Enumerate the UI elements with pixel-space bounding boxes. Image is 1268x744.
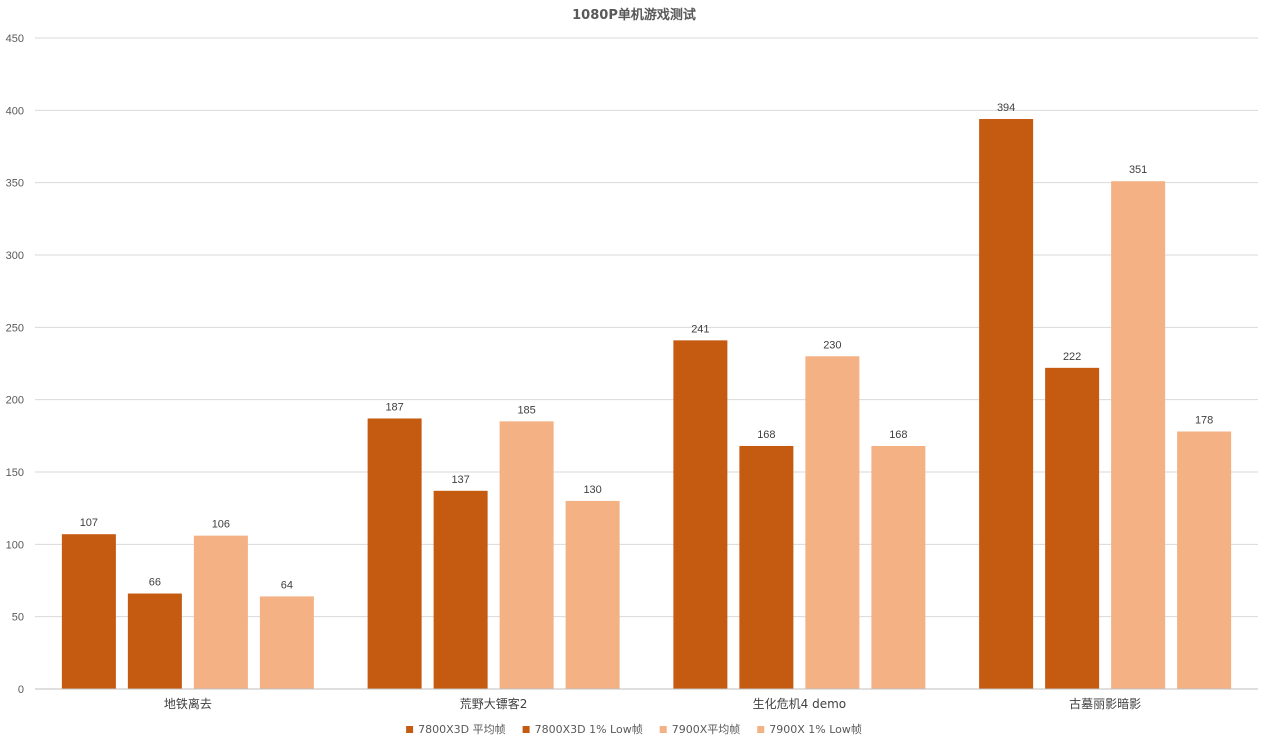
- bar: [979, 119, 1034, 690]
- bar: [565, 500, 620, 689]
- y-tick-label: 450: [6, 33, 24, 45]
- bars: [61, 119, 1232, 690]
- data-label: 66: [149, 577, 161, 589]
- bar: [259, 596, 314, 689]
- legend-swatch: [659, 726, 667, 733]
- data-label: 168: [889, 429, 907, 441]
- legend-item: 7900X 1% Low帧: [757, 722, 862, 736]
- data-label: 241: [691, 323, 709, 335]
- data-label: 187: [385, 401, 403, 413]
- data-label: 351: [1129, 164, 1147, 176]
- y-tick-label: 250: [6, 322, 24, 334]
- bar: [193, 535, 248, 689]
- legend-label: 7900X平均帧: [672, 722, 741, 736]
- y-tick-label: 0: [18, 684, 24, 696]
- legend-swatch: [406, 726, 414, 733]
- data-label: 222: [1063, 351, 1081, 363]
- x-axis-category-labels: 地铁离去 荒野大镖客2 生化危机4 demo 古墓丽影暗影: [164, 696, 1141, 711]
- category-label: 古墓丽影暗影: [1069, 696, 1141, 711]
- data-label: 394: [997, 102, 1015, 114]
- legend-label: 7800X3D 平均帧: [418, 722, 506, 736]
- data-label: 185: [517, 404, 535, 416]
- legend-swatch: [522, 726, 530, 733]
- bar: [61, 534, 116, 689]
- data-labels: 107 66 106 64 187 137 185 130 241 168 230 168 394 222…: [80, 102, 1214, 591]
- data-label: 130: [583, 484, 601, 496]
- y-tick-label: 100: [6, 539, 24, 551]
- legend-item: 7900X平均帧: [659, 722, 741, 736]
- data-label: 168: [757, 429, 775, 441]
- category-label: 地铁离去: [164, 696, 212, 711]
- bar: [739, 445, 794, 689]
- bar: [1111, 181, 1166, 689]
- legend-label: 7800X3D 1% Low帧: [535, 722, 643, 736]
- data-label: 178: [1195, 414, 1213, 426]
- legend-label: 7900X 1% Low帧: [769, 722, 862, 736]
- chart-title: 1080P单机游戏测试: [572, 7, 696, 23]
- bar: [673, 340, 728, 689]
- legend: 7800X3D 平均帧 7800X3D 1% Low帧 7900X平均帧 7900X …: [406, 722, 862, 736]
- y-tick-label: 400: [6, 105, 24, 117]
- bar: [127, 593, 182, 689]
- bar: [805, 356, 860, 689]
- bar: [499, 421, 554, 689]
- category-label: 生化危机4 demo: [753, 697, 846, 711]
- y-axis-tick-labels: 0 50 100 150 200 250 300 350 400 450: [6, 33, 24, 696]
- bar: [1045, 367, 1100, 689]
- y-tick-label: 200: [6, 395, 24, 407]
- bar: [367, 418, 422, 689]
- y-tick-label: 350: [6, 178, 24, 190]
- legend-item: 7800X3D 1% Low帧: [522, 722, 643, 736]
- category-label: 荒野大镖客2: [460, 696, 528, 711]
- y-tick-label: 50: [12, 612, 24, 624]
- y-tick-label: 150: [6, 467, 24, 479]
- legend-item: 7800X3D 平均帧: [406, 722, 506, 736]
- data-label: 64: [281, 579, 293, 591]
- bar: [1177, 431, 1232, 689]
- bar: [871, 445, 926, 689]
- legend-swatch: [757, 726, 765, 733]
- data-label: 106: [212, 519, 230, 531]
- bar: [433, 490, 488, 689]
- data-label: 107: [80, 517, 98, 529]
- data-label: 230: [823, 339, 841, 351]
- y-tick-label: 300: [6, 250, 24, 262]
- data-label: 137: [451, 474, 469, 486]
